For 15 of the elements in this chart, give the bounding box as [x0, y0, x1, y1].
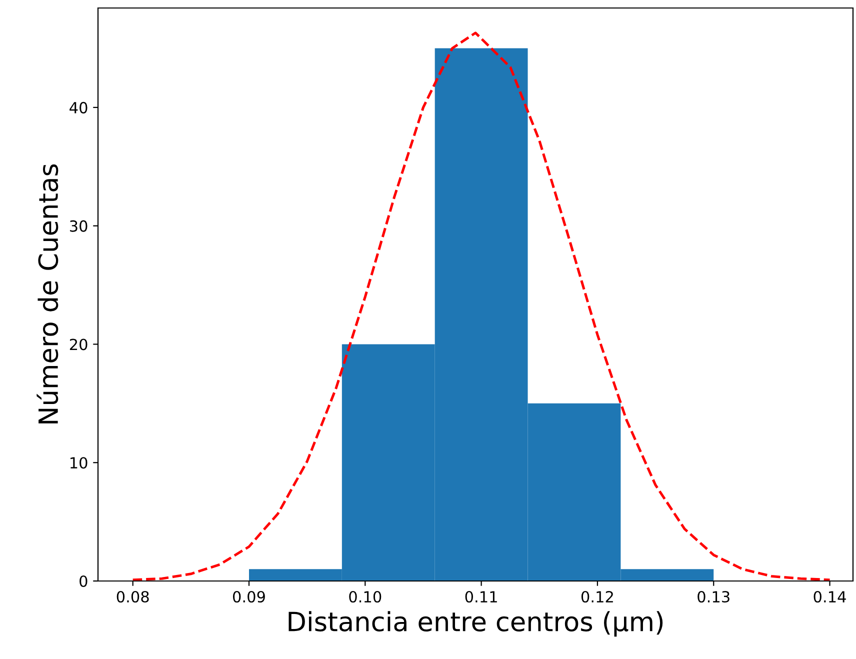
y-tick-label: 30 — [70, 220, 88, 232]
y-tick-label: 0 — [80, 575, 88, 588]
y-tick-label: 40 — [70, 102, 88, 114]
y-axis-title: Número de Cuentas — [36, 164, 58, 424]
x-tick-label: 0.13 — [698, 590, 730, 603]
x-tick-label: 0.14 — [814, 590, 846, 603]
x-tick-label: 0.08 — [116, 590, 149, 603]
y-tick-label: 10 — [70, 457, 88, 469]
x-axis-title: Distancia entre centros (μm) — [288, 611, 663, 637]
x-tick-label: 0.12 — [581, 590, 613, 603]
y-tick-label: 20 — [70, 338, 88, 350]
line-series — [132, 32, 832, 581]
x-tick-label: 0.09 — [233, 590, 265, 603]
x-tick-label: 0.10 — [349, 590, 382, 603]
x-tick-label: 0.11 — [465, 590, 497, 603]
